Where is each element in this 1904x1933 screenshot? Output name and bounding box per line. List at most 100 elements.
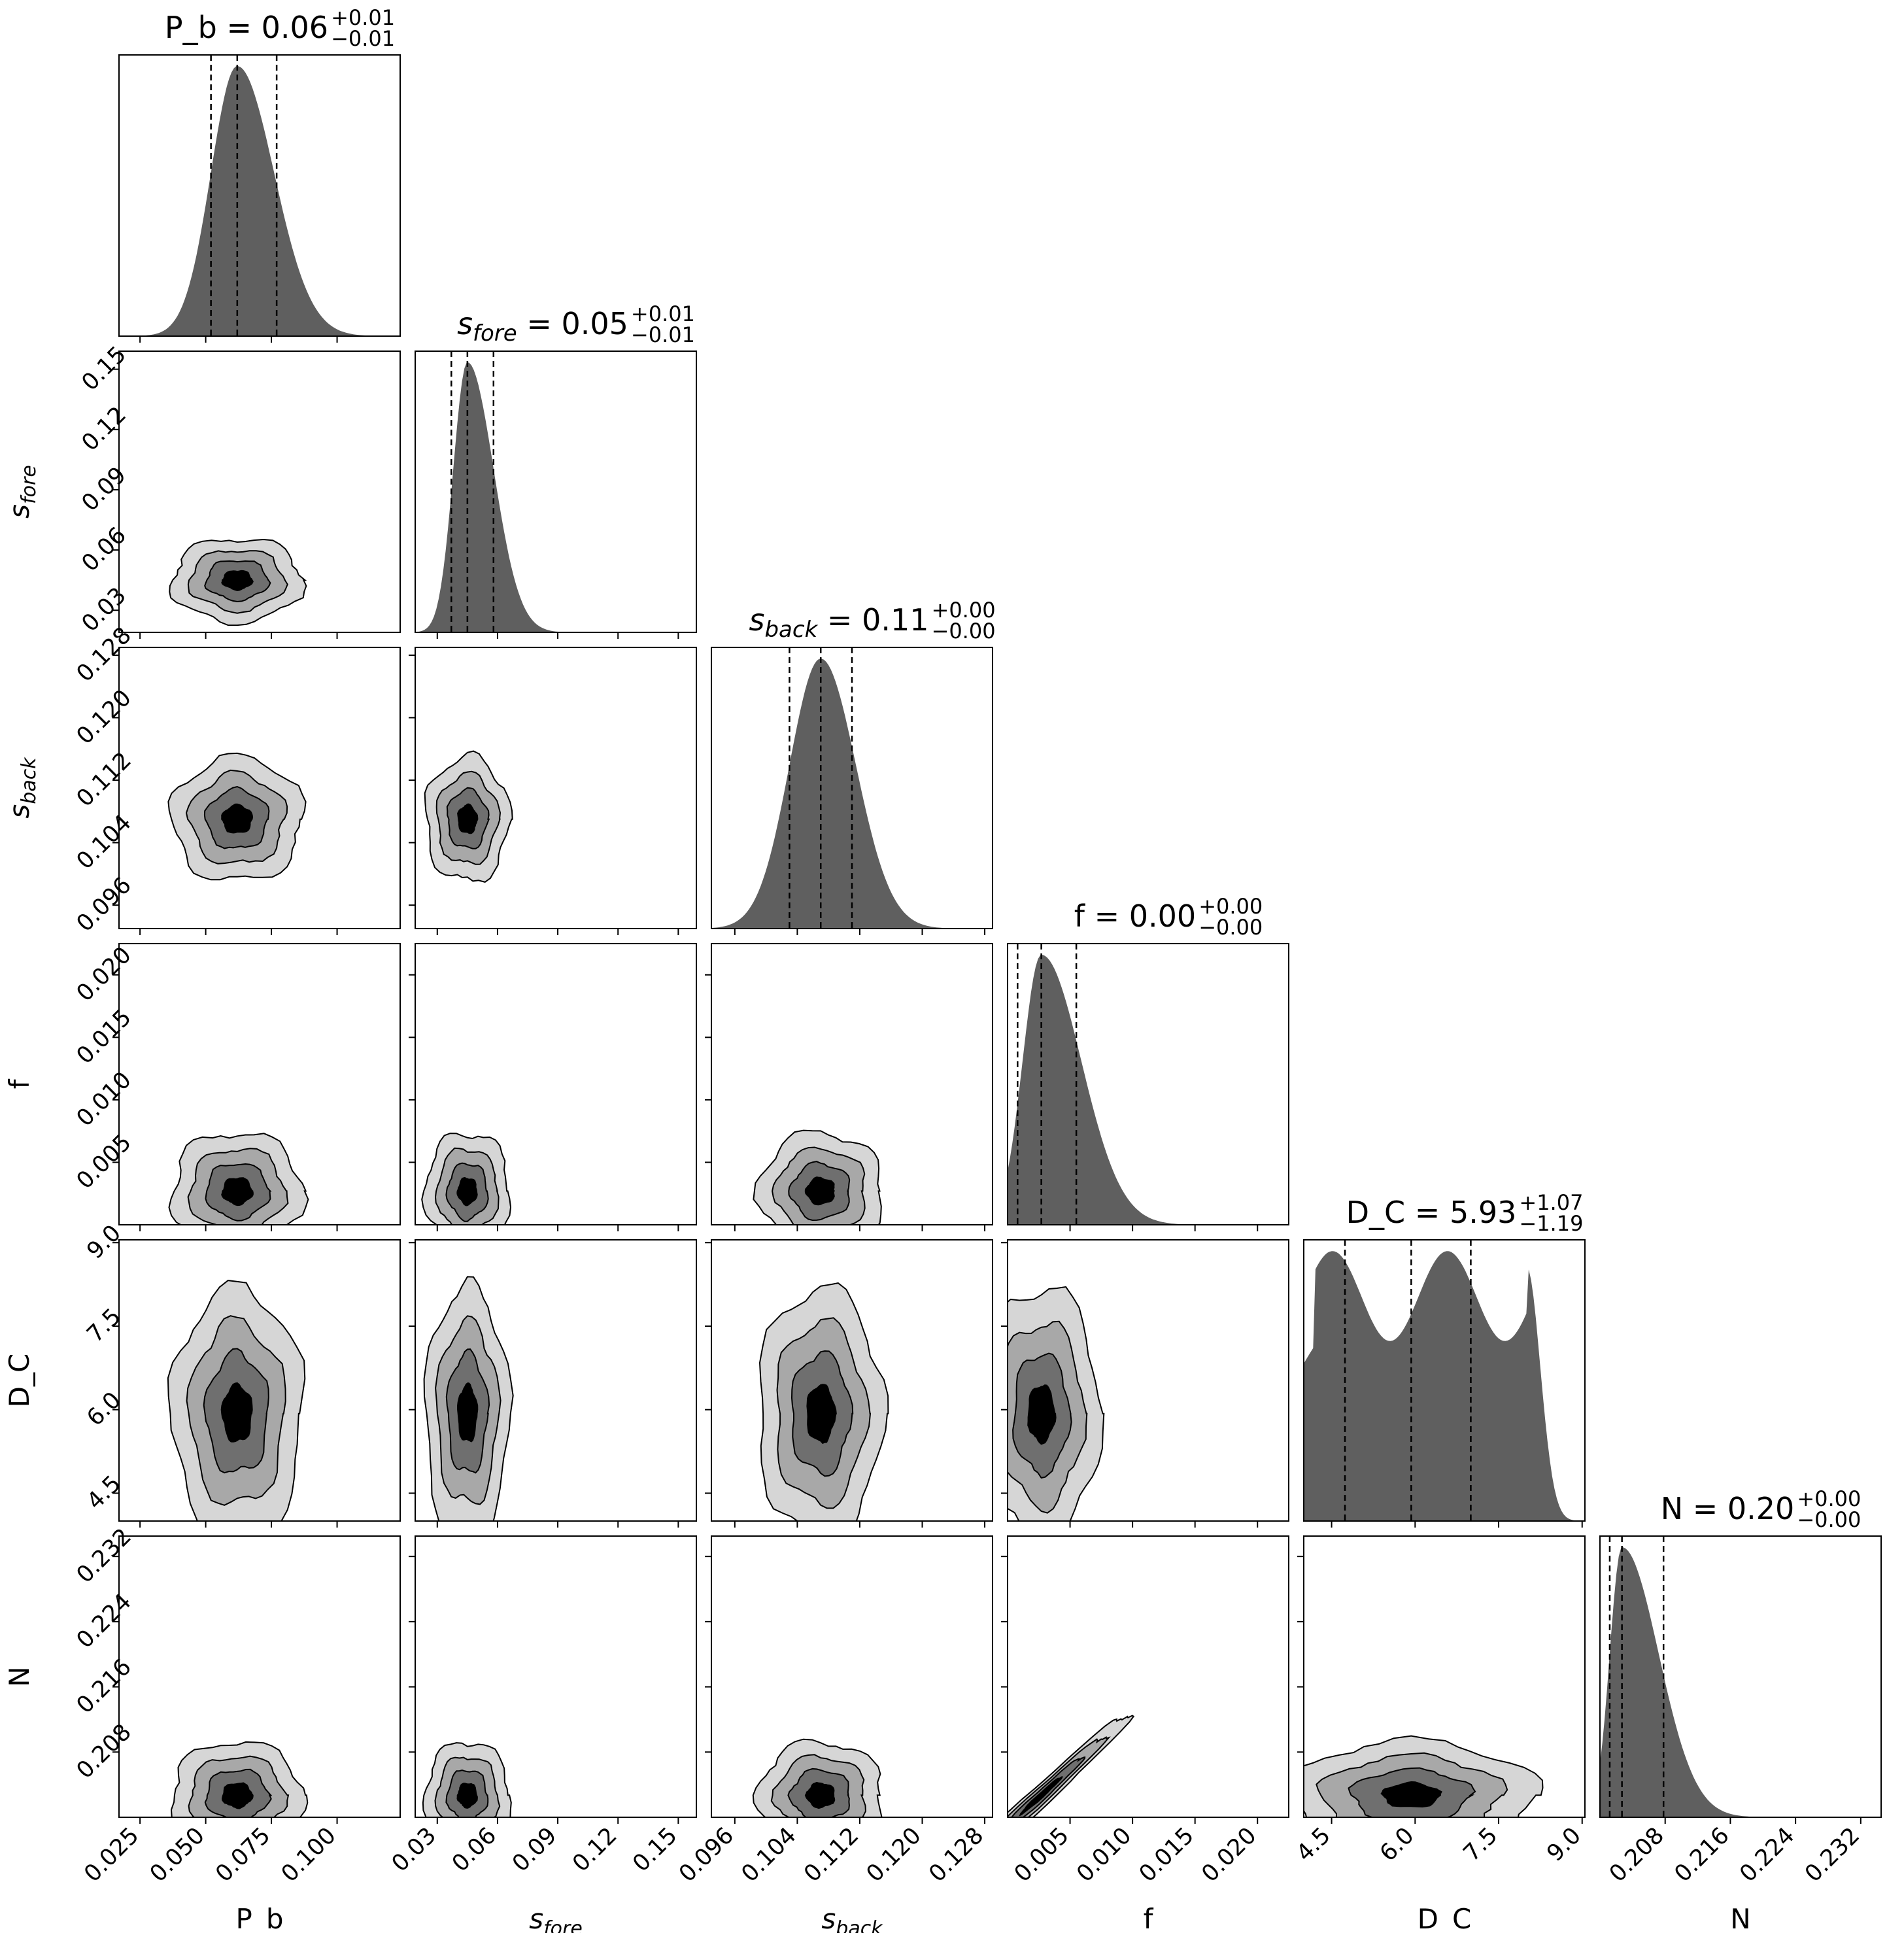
title-upper-error-s_fore: +0.01: [631, 301, 695, 326]
contour-D_C-vs-s_back: [758, 1282, 889, 1521]
x-tick-label-N: 0.216: [1670, 1822, 1735, 1887]
panel-frame-4-4: [1303, 1239, 1586, 1522]
histogram-s_fore: [415, 351, 696, 632]
x-tick-label-f: 0.020: [1197, 1822, 1261, 1887]
y-axis-label-N: N: [3, 1666, 35, 1686]
panel-frame-0-0: [118, 54, 401, 337]
panel-frame-1-1: [415, 351, 697, 633]
contour-level-4: [804, 1176, 835, 1206]
panel-frame-2-2: [711, 647, 993, 929]
title-s_fore: sfore = 0.05: [457, 306, 628, 347]
x-axis-label-s_fore: sfore: [529, 1903, 583, 1933]
contour-level-4: [456, 1382, 479, 1443]
y-tick-label-f: 0.005: [72, 1129, 137, 1194]
panel-frame-1-0: [118, 351, 401, 633]
histogram-f: [1008, 944, 1289, 1225]
title-s_back: sback = 0.11: [749, 602, 929, 643]
histogram-area-s_back: [711, 659, 993, 929]
panel-frame-3-2: [711, 943, 993, 1225]
x-tick-label-f: 0.005: [1010, 1822, 1074, 1887]
title-lower-error-N: −0.00: [1797, 1507, 1861, 1532]
title-upper-error-P_b: +0.01: [331, 5, 395, 30]
x-tick-label-D_C: 7.5: [1459, 1822, 1503, 1867]
y-tick-label-f: 0.015: [72, 1004, 137, 1069]
contour-level-4: [221, 1177, 254, 1206]
panel-frame-5-5: [1599, 1535, 1882, 1818]
x-tick-label-P_b: 0.025: [79, 1822, 144, 1887]
x-axis-label-D_C: D_C: [1418, 1903, 1472, 1933]
histogram-D_C: [1304, 1240, 1585, 1521]
title-f: f = 0.00: [1074, 898, 1196, 934]
contour-N-vs-D_C: [1304, 1735, 1544, 1817]
title-lower-error-s_fore: −0.01: [631, 322, 695, 347]
y-tick-label-s_fore: 0.12: [77, 402, 131, 456]
panel-frame-4-2: [711, 1239, 993, 1522]
panel-frame-3-0: [118, 943, 401, 1225]
contour-level-4: [220, 1382, 253, 1443]
x-axis-label-P_b: P_b: [236, 1903, 284, 1933]
contour-level-4: [804, 1781, 836, 1809]
contour-f-vs-s_fore: [421, 1133, 512, 1225]
contour-N-vs-s_fore: [422, 1742, 512, 1817]
histogram-area-N: [1600, 1547, 1881, 1817]
title-lower-error-P_b: −0.01: [331, 26, 395, 51]
panel-frame-5-0: [118, 1535, 401, 1818]
y-tick-label-s_fore: 0.15: [77, 341, 131, 396]
x-axis-label-f: f: [1144, 1903, 1154, 1933]
y-tick-label-s_back: 0.112: [72, 747, 137, 812]
x-tick-label-D_C: 9.0: [1542, 1822, 1586, 1867]
contour-level-4: [456, 1176, 478, 1206]
panel-frame-4-0: [118, 1239, 401, 1522]
title-lower-error-f: −0.00: [1198, 915, 1263, 940]
panel-frame-5-3: [1007, 1535, 1289, 1818]
contour-f-vs-s_back: [753, 1129, 882, 1225]
y-tick-label-f: 0.010: [72, 1067, 137, 1132]
histogram-area-D_C: [1304, 1251, 1585, 1521]
x-tick-label-P_b: 0.075: [211, 1822, 275, 1887]
contour-N-vs-P_b: [170, 1741, 309, 1817]
y-axis-label-s_back: sback: [3, 757, 41, 819]
y-tick-label-s_back: 0.104: [72, 810, 137, 874]
y-tick-label-s_back: 0.120: [72, 685, 137, 749]
x-tick-label-f: 0.015: [1134, 1822, 1199, 1887]
x-tick-label-s_back: 0.104: [737, 1822, 802, 1887]
contour-s_back-vs-P_b: [167, 752, 307, 881]
y-tick-label-N: 0.224: [72, 1589, 137, 1654]
x-axis-label-s_back: sback: [821, 1903, 883, 1933]
panel-frame-5-1: [415, 1535, 697, 1818]
contour-s_fore-vs-P_b: [169, 538, 307, 626]
x-tick-label-s_back: 0.120: [862, 1822, 926, 1887]
title-upper-error-s_back: +0.00: [932, 598, 996, 623]
x-tick-label-N: 0.208: [1605, 1822, 1669, 1887]
contour-level-4: [221, 1782, 254, 1809]
title-upper-error-f: +0.00: [1198, 894, 1263, 919]
x-tick-label-f: 0.010: [1072, 1822, 1136, 1887]
x-tick-label-s_fore: 0.03: [387, 1822, 441, 1877]
contour-D_C-vs-P_b: [167, 1280, 306, 1521]
y-tick-label-f: 0.020: [72, 942, 137, 1007]
panel-frame-2-1: [415, 647, 697, 929]
y-tick-label-N: 0.232: [72, 1524, 137, 1588]
panel-frame-2-0: [118, 647, 401, 929]
x-tick-label-P_b: 0.100: [277, 1822, 341, 1887]
panel-frame-3-3: [1007, 943, 1289, 1225]
y-axis-label-s_fore: sfore: [3, 465, 41, 519]
panel-frame-5-2: [711, 1535, 993, 1818]
title-upper-error-D_C: +1.07: [1519, 1190, 1583, 1215]
x-tick-label-D_C: 4.5: [1291, 1822, 1336, 1867]
histogram-area-s_fore: [415, 362, 696, 632]
x-tick-label-s_fore: 0.06: [447, 1822, 502, 1877]
histogram-area-f: [1008, 955, 1289, 1225]
x-tick-label-s_back: 0.128: [924, 1822, 989, 1887]
x-tick-label-s_fore: 0.09: [507, 1822, 562, 1877]
y-tick-label-s_fore: 0.06: [77, 522, 131, 577]
x-tick-label-D_C: 6.0: [1375, 1822, 1420, 1867]
contour-N-vs-s_back: [752, 1738, 883, 1817]
histogram-s_back: [711, 647, 993, 929]
x-tick-label-s_fore: 0.12: [568, 1822, 622, 1877]
x-tick-label-N: 0.224: [1735, 1822, 1799, 1887]
histogram-P_b: [119, 55, 400, 336]
y-tick-label-s_back: 0.096: [72, 872, 137, 937]
contour-level-4: [221, 803, 254, 834]
